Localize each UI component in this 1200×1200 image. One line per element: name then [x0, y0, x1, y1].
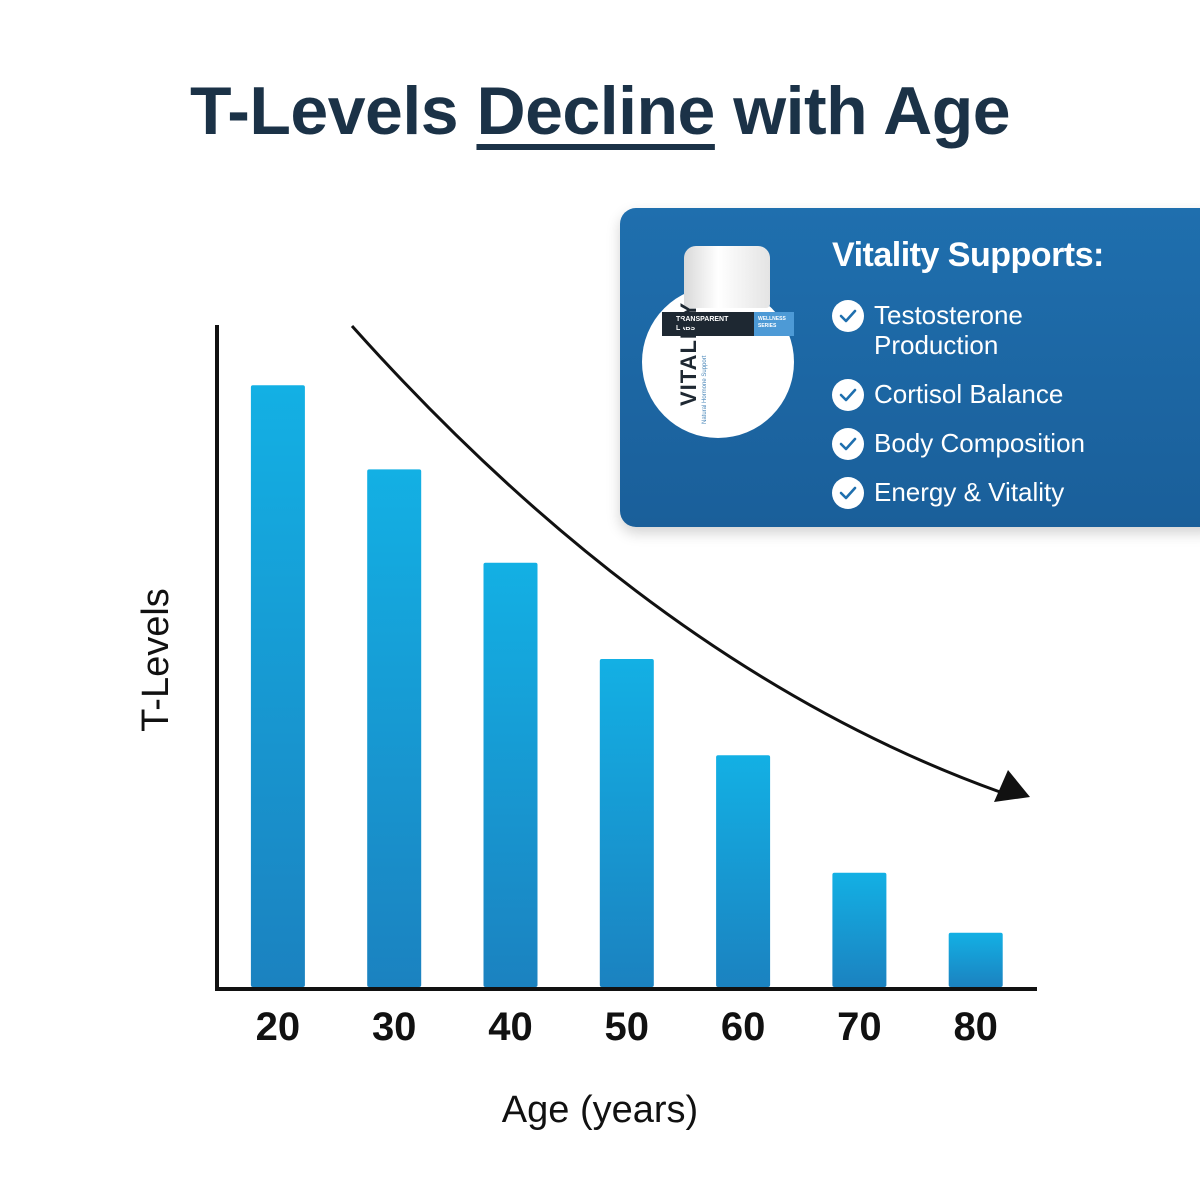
benefit-label: Body Composition	[874, 428, 1085, 458]
y-axis-label: T-Levels	[135, 588, 177, 732]
bar-age-70	[832, 872, 887, 987]
x-tick-label: 70	[837, 1005, 882, 1049]
title-highlight: Decline	[476, 73, 715, 149]
trend-arrowhead-icon	[994, 770, 1030, 802]
bottle-backdrop	[642, 286, 794, 438]
x-tick-label: 80	[953, 1005, 998, 1049]
benefit-label: Testosterone Production	[874, 300, 1023, 360]
benefit-item: Testosterone Production	[832, 300, 1104, 360]
benefit-item: Energy & Vitality	[832, 477, 1104, 509]
bar-age-30	[367, 469, 422, 987]
bar-age-40	[483, 562, 538, 987]
product-bottle-image: TRANSPARENT LABS WELLNESS SERIES VITALIT…	[642, 238, 794, 448]
bottle-product-subtitle: Natural Hormone Support	[702, 355, 708, 424]
benefit-item: Cortisol Balance	[832, 379, 1104, 411]
x-tick-label: 50	[605, 1005, 650, 1049]
title-part-2: with Age	[714, 73, 1011, 149]
benefit-label: Energy & Vitality	[874, 477, 1065, 507]
x-tick-label: 30	[372, 1005, 417, 1049]
bottle-series-line1: WELLNESS	[758, 316, 786, 322]
bar-age-50	[599, 659, 654, 987]
promo-heading: Vitality Supports:	[832, 236, 1104, 274]
bars-group	[250, 385, 1003, 987]
check-circle-icon	[832, 300, 864, 332]
check-circle-icon	[832, 379, 864, 411]
bottle-label-band: TRANSPARENT LABS WELLNESS SERIES	[662, 312, 794, 336]
product-promo-card: TRANSPARENT LABS WELLNESS SERIES VITALIT…	[620, 208, 1200, 527]
check-circle-icon	[832, 428, 864, 460]
x-tick-label: 20	[256, 1005, 301, 1049]
promo-benefit-list: Testosterone Production Cortisol Balance…	[832, 300, 1104, 526]
trend-arrow-line	[350, 324, 1001, 794]
check-circle-icon	[832, 477, 864, 509]
bottle-cap	[684, 246, 770, 308]
title-part-1: T-Levels	[189, 73, 477, 149]
bottle-product-name: VITALITY	[676, 301, 701, 406]
bottle-series-line2: SERIES	[758, 323, 777, 329]
page-title: T-Levels Decline with Age	[0, 72, 1200, 150]
bottle-brand-line2: LABS	[676, 325, 696, 332]
bottle-brand-line1: TRANSPARENT	[676, 316, 729, 323]
bottle-series-tag: WELLNESS SERIES	[754, 312, 794, 336]
bar-age-60	[716, 755, 771, 987]
x-tick-labels: 20 30 40 50 60 70 80	[256, 1005, 998, 1049]
benefit-label: Cortisol Balance	[874, 379, 1064, 409]
bar-age-20	[250, 385, 305, 987]
bar-age-80	[948, 932, 1003, 987]
x-axis-label: Age (years)	[502, 1089, 698, 1131]
benefit-item: Body Composition	[832, 428, 1104, 460]
x-tick-label: 40	[488, 1005, 533, 1049]
x-tick-label: 60	[721, 1005, 766, 1049]
